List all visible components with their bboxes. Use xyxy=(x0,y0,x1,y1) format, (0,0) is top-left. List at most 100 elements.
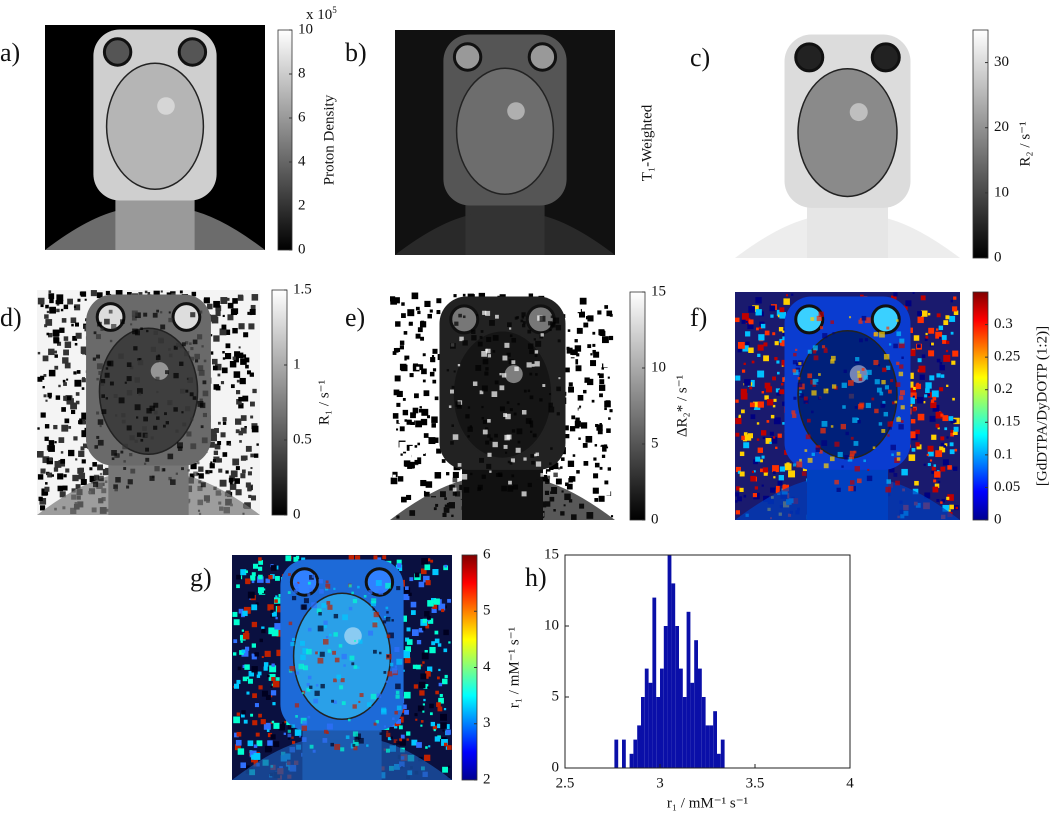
tissue-speck xyxy=(808,350,812,354)
noise-speck xyxy=(939,365,944,370)
mri-image xyxy=(45,25,265,250)
noise-speck xyxy=(418,327,423,332)
noise-speck xyxy=(935,450,942,457)
noise-speck xyxy=(410,412,416,418)
tissue-speck xyxy=(796,461,802,467)
histogram-bar xyxy=(671,583,675,768)
noise-speck xyxy=(44,394,47,397)
tissue-speck xyxy=(140,439,143,442)
noise-speck xyxy=(434,729,436,731)
noise-speck xyxy=(252,622,257,627)
histogram-bar xyxy=(664,626,668,768)
noise-speck xyxy=(250,575,255,580)
tissue-speck xyxy=(818,373,821,376)
noise-speck xyxy=(763,437,765,439)
noise-speck xyxy=(192,292,196,296)
tissue-speck xyxy=(873,360,878,365)
noise-speck xyxy=(933,487,939,493)
noise-speck xyxy=(217,441,221,445)
tissue-speck xyxy=(493,350,496,353)
noise-speck xyxy=(41,412,46,417)
noise-speck xyxy=(47,393,51,397)
noise-speck xyxy=(63,380,66,383)
tissue-speck xyxy=(486,464,491,469)
tissue-speck xyxy=(479,458,484,463)
noise-speck xyxy=(222,325,227,330)
tissue-speck xyxy=(881,380,885,384)
tissue-speck xyxy=(168,454,174,460)
noise-speck xyxy=(937,359,941,363)
noise-speck xyxy=(238,397,242,401)
tissue-speck xyxy=(132,311,138,317)
tissue-speck xyxy=(793,463,796,466)
tissue-speck xyxy=(302,726,307,731)
tissue-speck xyxy=(118,353,123,358)
noise-speck xyxy=(284,733,286,735)
tissue-speck xyxy=(115,414,117,416)
tissue-speck xyxy=(528,390,530,392)
tissue-speck xyxy=(190,417,193,420)
noise-speck xyxy=(394,390,400,396)
noise-speck xyxy=(57,473,63,479)
noise-speck xyxy=(942,340,946,344)
tissue-speck xyxy=(100,473,102,475)
noise-speck xyxy=(599,385,605,391)
tissue-speck xyxy=(793,397,796,400)
colorbar-tick-label: 0 xyxy=(994,249,1002,265)
eye xyxy=(179,39,205,65)
tissue-speck xyxy=(371,694,376,699)
tissue-speck xyxy=(800,394,804,398)
y-tick-label: 10 xyxy=(544,617,559,633)
noise-speck xyxy=(463,294,466,297)
tissue-speck xyxy=(373,608,375,610)
tissue-speck xyxy=(453,434,459,440)
noise-speck xyxy=(416,742,422,748)
noise-speck xyxy=(739,415,741,417)
noise-speck xyxy=(600,331,605,336)
noise-speck xyxy=(601,473,606,478)
tissue-speck xyxy=(867,370,872,375)
tissue-speck xyxy=(189,342,192,345)
histogram-bar xyxy=(660,669,664,768)
noise-speck xyxy=(243,633,249,639)
noise-speck xyxy=(397,563,401,567)
noise-speck xyxy=(593,457,596,460)
tissue-speck xyxy=(867,469,869,471)
mri-image xyxy=(37,290,260,515)
noise-speck xyxy=(229,444,231,446)
noise-speck xyxy=(241,428,247,434)
noise-speck xyxy=(429,647,435,653)
tissue-speck xyxy=(871,398,874,401)
tissue-speck xyxy=(318,658,324,664)
noise-speck xyxy=(427,362,431,366)
tissue-speck xyxy=(326,580,329,583)
tissue-speck xyxy=(307,593,310,596)
tissue-speck xyxy=(535,354,538,357)
noise-speck xyxy=(783,298,789,304)
noise-speck xyxy=(755,486,758,489)
noise-speck xyxy=(746,342,750,346)
tissue-speck xyxy=(804,397,808,401)
tissue-speck xyxy=(881,429,885,433)
tissue-speck xyxy=(832,384,836,388)
noise-speck xyxy=(422,661,424,663)
noise-speck xyxy=(236,680,240,684)
tissue-speck xyxy=(889,343,891,345)
tissue-speck xyxy=(899,364,903,368)
noise-speck xyxy=(595,463,600,468)
x-axis-label: r₁ / mM⁻¹ s⁻¹ xyxy=(667,795,748,811)
tissue-speck xyxy=(350,656,355,661)
colorbar-tick-label: 6 xyxy=(298,109,306,125)
noise-speck xyxy=(207,304,213,310)
noise-speck xyxy=(396,403,400,407)
colorbar-tick-label: 3 xyxy=(483,715,491,731)
noise-speck xyxy=(395,375,401,381)
noise-speck xyxy=(61,309,63,311)
tissue-speck xyxy=(834,442,839,447)
noise-speck xyxy=(774,357,777,360)
panel-label: h) xyxy=(525,563,547,592)
panel-label: e) xyxy=(345,303,365,332)
noise-speck xyxy=(937,313,941,317)
tissue-speck xyxy=(521,312,525,316)
tissue-speck xyxy=(532,364,535,367)
